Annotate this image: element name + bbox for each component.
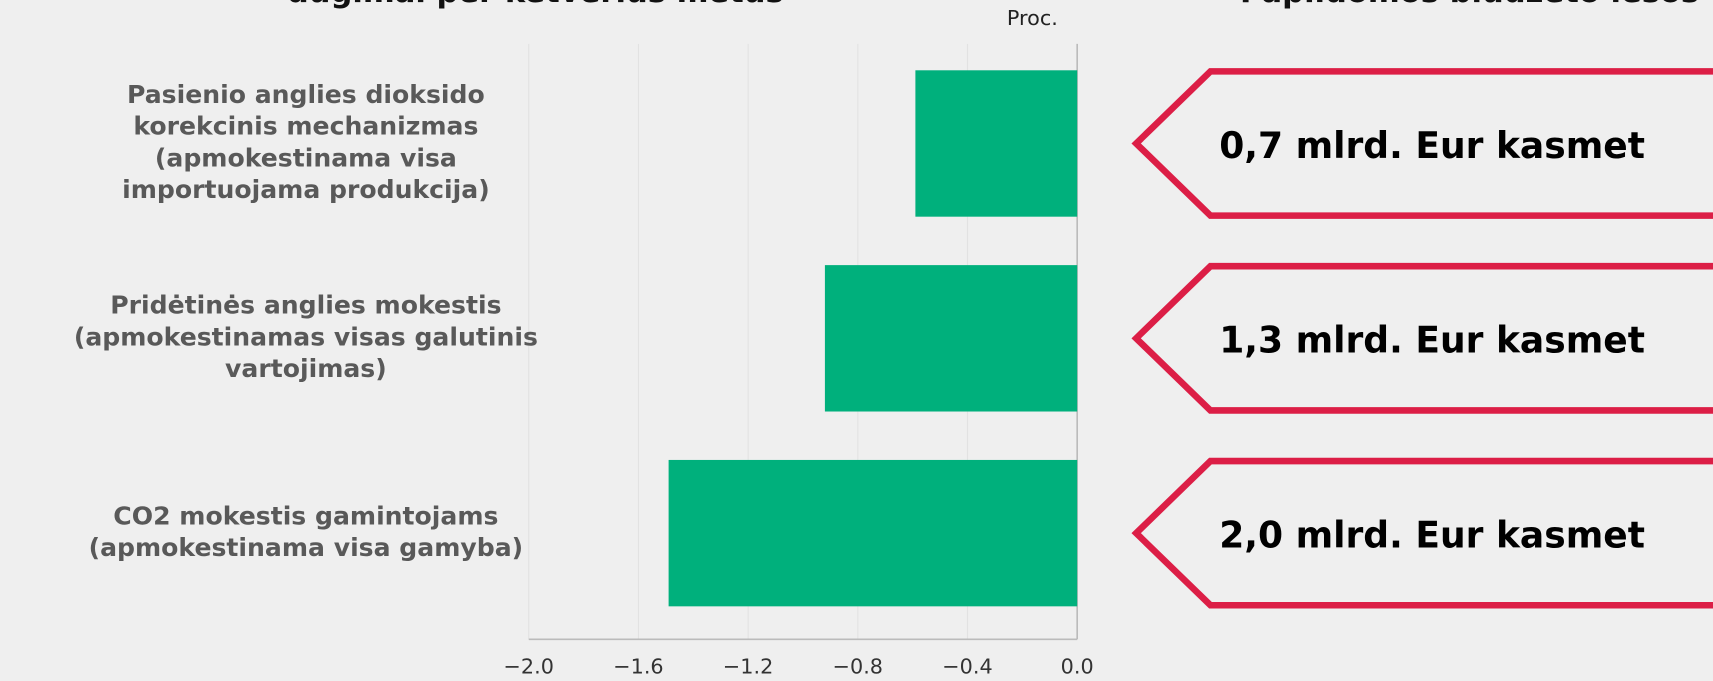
axis-label: Proc. bbox=[1007, 6, 1058, 30]
category-line: importuojama produkcija) bbox=[122, 175, 490, 204]
callout bbox=[1131, 457, 1713, 609]
callout-text: 1,3 mlrd. Eur kasmet bbox=[1219, 320, 1645, 362]
bar bbox=[915, 70, 1078, 217]
left-title: dugimai per ketverius metus bbox=[287, 0, 784, 10]
right-title: Papildomos biudžeto lėšos bbox=[1240, 0, 1699, 10]
callout bbox=[1131, 262, 1713, 414]
bar bbox=[824, 265, 1078, 412]
category-label: CO2 mokestis gamintojams (apmokestinama v… bbox=[89, 501, 524, 562]
callout-text: 2,0 mlrd. Eur kasmet bbox=[1219, 515, 1645, 557]
category-line: vartojimas) bbox=[225, 354, 387, 383]
x-tick-label: −0.4 bbox=[942, 655, 992, 679]
bar bbox=[668, 459, 1078, 607]
category-label: Pridėtinės anglies mokestis (apmokestinam… bbox=[74, 291, 538, 383]
x-tick-label: −1.2 bbox=[723, 655, 773, 679]
category-line: Pridėtinės anglies mokestis bbox=[110, 291, 501, 320]
callout-text: 0,7 mlrd. Eur kasmet bbox=[1219, 125, 1645, 167]
category-line: CO2 mokestis gamintojams bbox=[113, 501, 498, 530]
category-line: (apmokestinama visa gamyba) bbox=[89, 533, 524, 562]
category-line: korekcinis mechanizmas bbox=[133, 112, 478, 141]
callout bbox=[1131, 68, 1713, 219]
x-tick-label: −0.8 bbox=[833, 655, 883, 679]
category-line: Pasienio anglies dioksido bbox=[127, 80, 485, 109]
x-tick-label: −2.0 bbox=[504, 655, 554, 679]
category-line: (apmokestinama visa bbox=[155, 143, 457, 172]
x-tick-label: 0.0 bbox=[1061, 655, 1094, 679]
category-label: Pasienio anglies dioksido korekcinis mech… bbox=[122, 80, 490, 204]
x-tick-label: −1.6 bbox=[613, 655, 663, 679]
category-line: (apmokestinamas visas galutinis bbox=[74, 322, 538, 351]
